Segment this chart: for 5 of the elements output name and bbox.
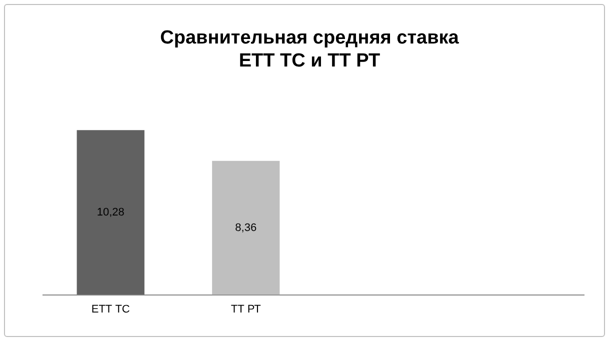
data-label: 8,36 — [235, 222, 257, 234]
x-tick-label: ТТ РТ — [230, 303, 262, 316]
chart-title: Сравнительная средняя ставка ЕТТ ТС и ТТ РТ — [160, 28, 460, 72]
x-tick-label: ЕТТ ТС — [91, 303, 130, 316]
data-label: 10,28 — [96, 206, 124, 219]
